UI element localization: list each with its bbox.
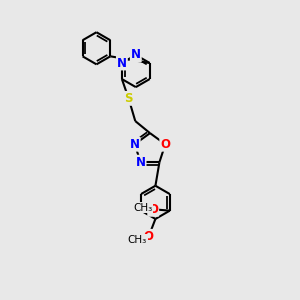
Text: O: O <box>148 203 158 216</box>
Text: N: N <box>131 49 141 62</box>
Text: CH₃: CH₃ <box>128 235 147 244</box>
Text: N: N <box>130 138 140 151</box>
Text: O: O <box>160 138 170 151</box>
Text: CH₃: CH₃ <box>134 203 153 213</box>
Text: N: N <box>136 156 146 169</box>
Text: O: O <box>144 230 154 243</box>
Text: N: N <box>117 56 127 70</box>
Text: S: S <box>124 92 133 105</box>
